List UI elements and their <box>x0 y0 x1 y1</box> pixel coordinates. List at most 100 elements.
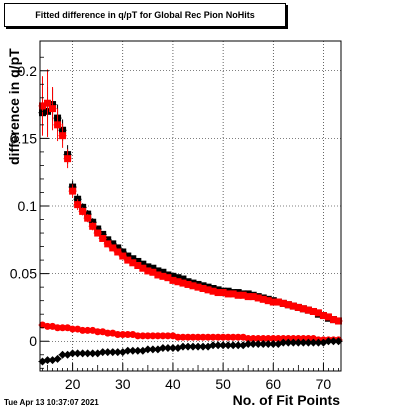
data-point <box>184 280 192 288</box>
data-point <box>44 99 52 107</box>
data-point <box>74 201 82 209</box>
data-point <box>324 313 332 321</box>
data-point <box>139 260 147 268</box>
data-point <box>154 271 162 279</box>
data-point <box>334 337 343 346</box>
data-point <box>249 335 257 343</box>
data-point <box>119 252 127 260</box>
data-point <box>159 268 167 276</box>
data-point <box>289 338 298 347</box>
data-point <box>179 333 187 341</box>
data-point <box>49 105 57 113</box>
data-point <box>114 330 122 338</box>
data-point <box>69 187 77 195</box>
data-point <box>279 335 287 343</box>
data-point <box>154 332 162 340</box>
data-point <box>294 335 302 343</box>
data-point <box>214 333 222 341</box>
data-point <box>98 348 107 357</box>
data-point <box>244 293 252 301</box>
data-point <box>88 349 97 358</box>
data-point <box>194 283 202 291</box>
data-point <box>319 312 327 320</box>
data-point <box>163 344 172 353</box>
data-point <box>224 341 233 350</box>
data-point <box>104 329 112 337</box>
data-point <box>69 325 77 333</box>
data-point <box>79 207 87 215</box>
y-tick-label: 0.2 <box>18 63 38 79</box>
data-point <box>54 324 62 332</box>
data-point <box>169 272 177 280</box>
data-point <box>124 256 132 264</box>
y-tick-label: 0 <box>29 333 37 349</box>
data-point <box>259 295 267 303</box>
data-point <box>128 346 137 355</box>
data-point <box>179 275 187 283</box>
data-point <box>189 282 197 290</box>
data-point <box>148 345 157 354</box>
data-point <box>158 344 167 353</box>
data-point <box>309 338 318 347</box>
data-point <box>83 349 92 358</box>
data-point <box>209 341 218 350</box>
data-point <box>259 335 267 343</box>
data-point <box>134 257 142 265</box>
data-point <box>329 316 337 324</box>
data-point <box>274 298 282 306</box>
data-point <box>194 333 202 341</box>
data-point <box>219 289 227 297</box>
data-point <box>139 264 147 272</box>
data-point <box>279 338 288 347</box>
data-point <box>143 345 152 354</box>
x-axis-label: No. of Fit Points <box>232 392 340 408</box>
data-point <box>43 356 52 365</box>
data-point <box>334 317 342 325</box>
data-point <box>304 306 312 314</box>
data-point <box>279 299 287 307</box>
data-point <box>169 276 177 284</box>
data-point <box>304 335 312 343</box>
data-point <box>94 229 102 237</box>
data-point <box>194 342 203 351</box>
data-point <box>229 290 237 298</box>
data-point <box>184 333 192 341</box>
data-point <box>159 332 167 340</box>
data-point <box>224 290 232 298</box>
series-1 <box>38 69 343 325</box>
data-point <box>124 330 132 338</box>
data-point <box>259 339 268 348</box>
data-point <box>264 335 272 343</box>
data-point <box>164 332 172 340</box>
data-point <box>104 236 112 244</box>
y-tick-label: 0.1 <box>18 198 38 214</box>
series-layer <box>38 69 343 366</box>
data-point <box>249 293 257 301</box>
x-tick-label: 40 <box>165 376 181 392</box>
data-point <box>133 346 142 355</box>
data-point <box>239 291 247 299</box>
data-point <box>149 264 157 272</box>
data-point <box>103 348 112 357</box>
data-point <box>174 278 182 286</box>
data-point <box>234 341 243 350</box>
data-point <box>189 333 197 341</box>
data-point <box>99 234 107 242</box>
data-point <box>214 341 223 350</box>
data-point <box>79 326 87 334</box>
data-point <box>299 305 307 313</box>
data-point <box>189 342 198 351</box>
data-point <box>289 335 297 343</box>
data-point <box>178 342 187 351</box>
data-point <box>204 286 212 294</box>
data-point <box>174 333 182 341</box>
data-point <box>209 287 217 295</box>
data-point <box>244 335 252 343</box>
data-point <box>64 155 72 163</box>
data-point <box>183 342 192 351</box>
data-point <box>204 333 212 341</box>
data-point <box>174 274 182 282</box>
data-point <box>214 289 222 297</box>
data-point <box>144 332 152 340</box>
